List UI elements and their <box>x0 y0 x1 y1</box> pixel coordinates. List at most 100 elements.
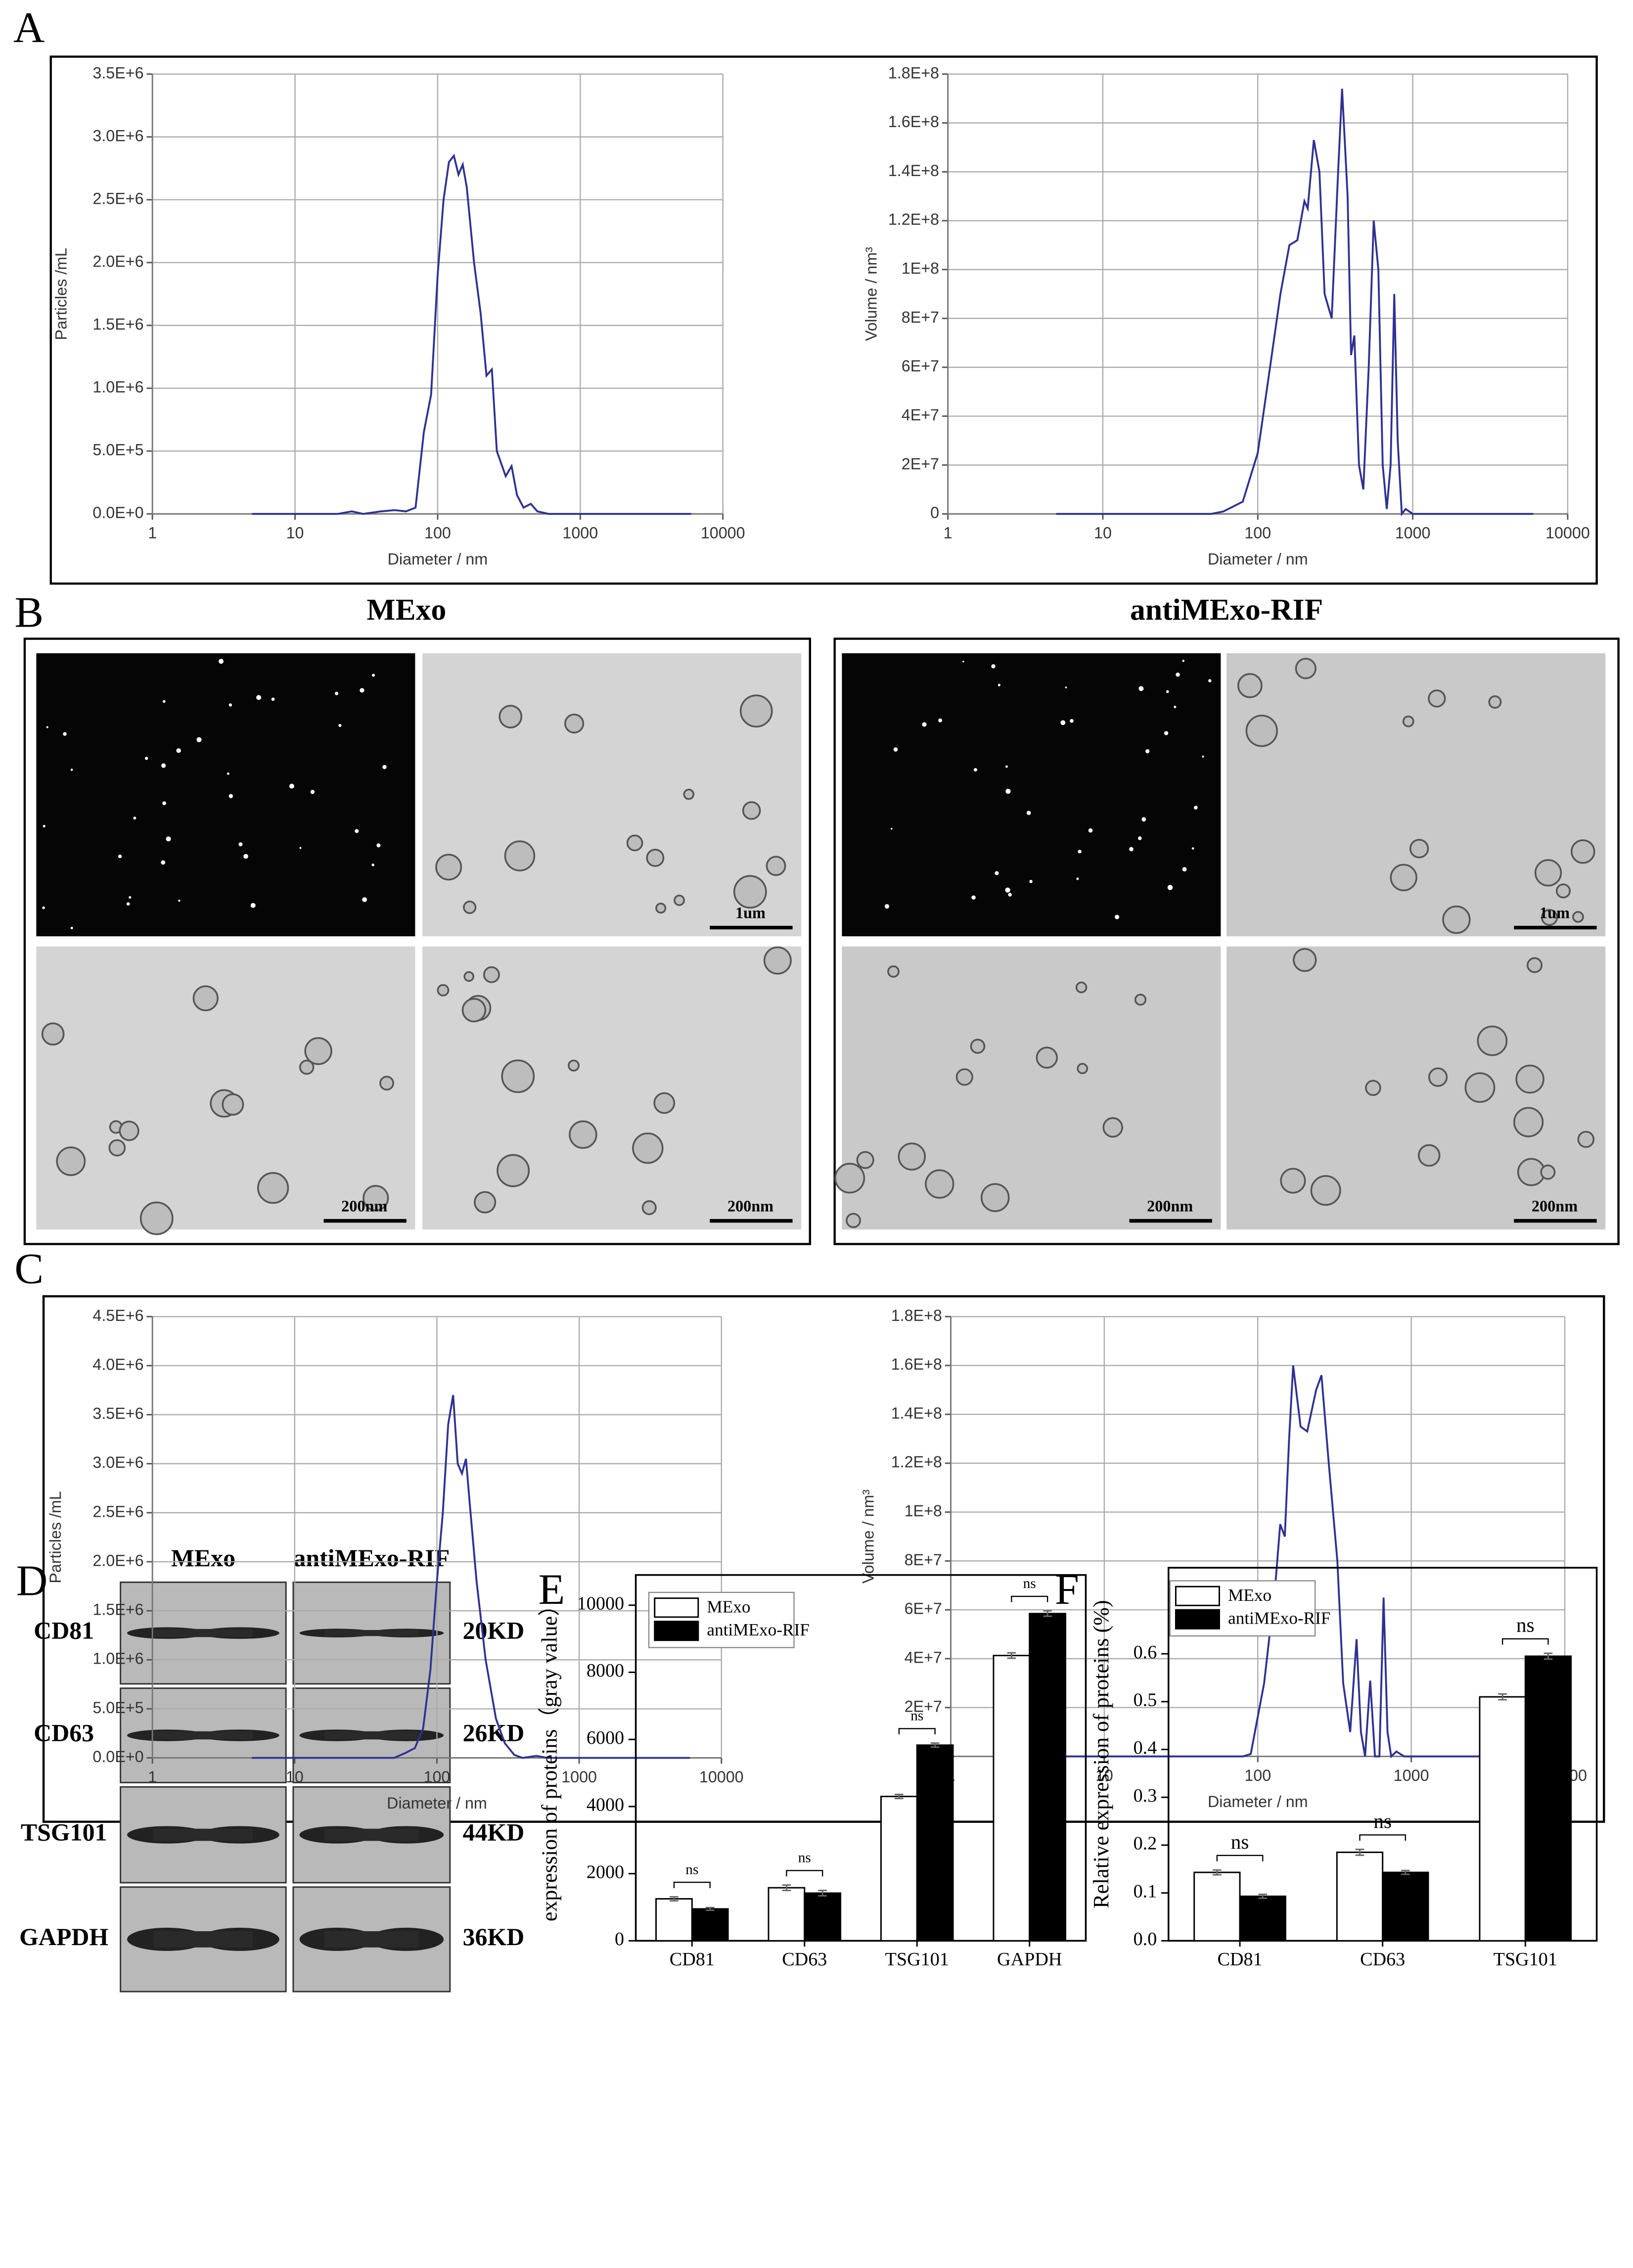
x-tick-label: 100 <box>1244 1767 1271 1784</box>
axis <box>947 74 1568 515</box>
vesicle <box>119 1120 139 1141</box>
x-axis-label: Diameter / nm <box>1208 1793 1308 1811</box>
significance-bracket <box>1216 1855 1264 1861</box>
particle-dot <box>884 904 890 909</box>
vesicle <box>1245 715 1278 747</box>
vesicle <box>955 1068 973 1086</box>
blot-size-label: 26KD <box>463 1719 525 1746</box>
blot-row-label: CD63 <box>34 1719 94 1746</box>
bar <box>655 1898 693 1942</box>
vesicle <box>499 705 523 728</box>
x-tick-label: 10 <box>1094 524 1112 542</box>
vesicle <box>1409 839 1429 859</box>
vesicle <box>856 1151 874 1169</box>
particle-dot <box>1182 660 1185 662</box>
vesicle <box>1527 957 1543 973</box>
significance-label: ns <box>685 1861 698 1877</box>
vesicle <box>632 1132 664 1164</box>
particle-dot <box>289 783 294 789</box>
axis <box>151 74 723 515</box>
vesicle <box>1555 883 1571 899</box>
vesicle <box>653 1092 676 1114</box>
error-bar <box>1043 1610 1052 1617</box>
particle-dot <box>1182 867 1187 872</box>
particle-dot <box>1138 686 1144 691</box>
x-tick-label: 10 <box>286 1768 304 1786</box>
particle-dot <box>219 659 224 664</box>
bar <box>993 1655 1031 1942</box>
y-tick-label: 1.6E+8 <box>888 113 939 131</box>
particle-dot <box>334 691 339 695</box>
error-bar <box>1355 1849 1364 1856</box>
blot-band <box>153 1828 253 1841</box>
vesicle <box>435 854 462 881</box>
legend-swatch <box>1175 1609 1220 1630</box>
vesicle <box>1515 1064 1544 1094</box>
vesicle <box>887 965 900 978</box>
group-title: antiMExo-RIF <box>1130 593 1323 627</box>
y-axis-label: Volume / nm³ <box>860 1490 877 1584</box>
vesicle <box>674 895 685 906</box>
x-tick-label: 1000 <box>561 1768 597 1786</box>
particle-dot <box>250 903 256 908</box>
micrograph <box>422 946 802 1230</box>
x-tick-label: 100 <box>1244 524 1271 542</box>
y-tick-label: 3.5E+6 <box>92 64 143 82</box>
y-tick-label: 0.4 <box>1134 1737 1157 1758</box>
error-bar <box>1258 1894 1268 1899</box>
blot-band <box>153 1731 253 1740</box>
bar <box>1029 1613 1066 1942</box>
particle-dot <box>362 897 367 903</box>
vesicle <box>1464 1072 1496 1103</box>
particle-dot <box>1129 847 1134 852</box>
y-tick-label: 0.0E+0 <box>92 504 143 522</box>
y-tick-label: 1.2E+8 <box>891 1453 942 1471</box>
error-bar <box>705 1906 715 1911</box>
bar <box>691 1908 729 1942</box>
vesicle <box>299 1059 315 1075</box>
y-tick-label: 5.0E+5 <box>92 1699 143 1717</box>
vesicle <box>41 1022 65 1046</box>
legend-swatch <box>654 1621 699 1641</box>
particle-dot <box>893 747 898 752</box>
particle-dot <box>1026 811 1031 815</box>
vesicle <box>1280 1168 1306 1194</box>
particle-dot <box>144 757 148 760</box>
vesicle <box>568 1059 580 1072</box>
y-tick-label: 2.0E+6 <box>92 252 143 270</box>
blot-size-label: 20KD <box>463 1617 525 1644</box>
y-tick-label: 8E+7 <box>902 308 939 326</box>
error-bar <box>782 1884 791 1892</box>
particle-dot <box>1070 719 1074 723</box>
particle-dot <box>998 683 1001 686</box>
panel-label: E <box>538 1566 565 1614</box>
particle-dot <box>371 674 375 677</box>
error-bar <box>1543 1652 1553 1660</box>
bar <box>880 1796 918 1942</box>
particle-dot <box>1065 686 1067 688</box>
group-title: MExo <box>366 593 446 627</box>
vesicle <box>56 1146 86 1177</box>
vesicle <box>108 1139 126 1157</box>
particle-dot <box>129 896 132 899</box>
x-tick-label: 1000 <box>1395 524 1431 542</box>
vesicle <box>1402 715 1414 727</box>
x-tick-label: 10000 <box>701 524 745 542</box>
vesicle <box>483 966 500 983</box>
vesicle <box>1477 1025 1508 1056</box>
y-tick-label: 1E+8 <box>902 260 939 277</box>
error-bar <box>670 1896 679 1902</box>
y-tick-label: 4000 <box>587 1795 624 1815</box>
panel-frame <box>42 1295 1605 1823</box>
bar <box>1239 1895 1286 1942</box>
scale-bar-label: 1um <box>735 904 766 922</box>
bar <box>1524 1655 1572 1942</box>
particle-dot <box>1076 877 1079 880</box>
y-tick-label: 6E+7 <box>902 357 939 375</box>
vesicle <box>1428 689 1446 708</box>
y-tick-label: 0.6 <box>1134 1642 1157 1663</box>
particle-dot <box>1208 679 1212 682</box>
blot-band <box>153 1931 253 1948</box>
particle-dot <box>922 722 927 727</box>
vesicle <box>846 1213 861 1228</box>
